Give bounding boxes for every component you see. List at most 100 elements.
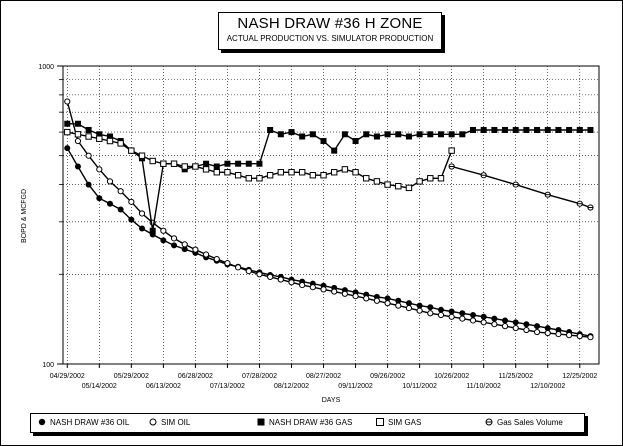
data-point — [160, 227, 167, 234]
legend-item-gas: NASH DRAW #36 GAS — [256, 417, 352, 427]
data-point — [534, 126, 541, 133]
data-point — [427, 304, 434, 311]
legend-label-gas-sales: Gas Sales Volume — [497, 417, 563, 427]
data-point — [427, 131, 434, 138]
data-point — [74, 163, 81, 170]
data-point — [160, 237, 167, 244]
data-point — [96, 131, 103, 138]
data-point — [128, 216, 135, 223]
data-point — [235, 160, 242, 167]
data-point — [138, 210, 146, 217]
x-tick-label: 07/13/2002 — [210, 383, 245, 390]
data-point — [170, 235, 178, 242]
data-point — [299, 133, 306, 140]
data-point — [85, 126, 92, 133]
data-point — [160, 160, 167, 167]
data-point — [470, 312, 477, 319]
data-point — [534, 323, 541, 330]
data-point — [459, 315, 466, 322]
legend-item-sim-gas: SIM GAS — [375, 417, 421, 427]
y-tick-label: 100 — [42, 362, 54, 369]
data-point — [288, 169, 295, 176]
legend-item-oil: NASH DRAW #36 OIL — [37, 417, 129, 427]
data-point — [85, 133, 92, 140]
data-point — [309, 284, 316, 291]
data-point — [512, 324, 519, 332]
x-tick-label: 10/26/2002 — [434, 373, 469, 380]
data-point — [181, 241, 188, 248]
data-point — [267, 273, 274, 281]
data-point — [523, 126, 530, 133]
circled-cross-marker-icon — [485, 418, 493, 426]
data-point — [138, 152, 146, 159]
data-point — [491, 321, 498, 328]
data-point — [64, 128, 71, 136]
data-point — [395, 131, 402, 138]
legend-item-gas-sales: Gas Sales Volume — [484, 417, 563, 427]
data-point — [405, 184, 413, 192]
data-point — [587, 126, 594, 133]
data-point — [502, 126, 509, 133]
x-tick-label: 11/25/2002 — [498, 373, 533, 380]
data-point — [352, 169, 359, 176]
data-point — [555, 126, 562, 133]
data-point — [171, 242, 178, 249]
data-point — [363, 295, 370, 302]
data-point — [277, 131, 284, 138]
data-point — [298, 169, 306, 176]
data-point — [224, 160, 231, 167]
data-point — [149, 157, 156, 165]
data-point — [181, 246, 188, 253]
data-point — [437, 175, 445, 182]
data-point — [363, 131, 370, 138]
data-point — [96, 166, 103, 173]
chart-subtitle: ACTUAL PRODUCTION VS. SIMULATOR PRODUCTI… — [226, 34, 434, 43]
chart-title: NASH DRAW #36 H ZONE — [237, 15, 423, 32]
data-point — [544, 325, 551, 332]
data-point — [192, 163, 199, 170]
data-point — [106, 137, 114, 145]
data-point — [373, 133, 380, 140]
x-tick-label: 10/11/2002 — [402, 383, 437, 390]
data-point — [373, 178, 381, 185]
data-point — [512, 126, 519, 133]
data-point — [448, 308, 455, 315]
data-point — [170, 160, 178, 167]
data-point — [469, 317, 477, 324]
data-point — [106, 178, 114, 185]
data-point — [245, 160, 252, 167]
data-point — [384, 295, 391, 302]
x-axis-label: DAYS — [322, 397, 341, 404]
data-point — [523, 321, 530, 328]
data-point — [202, 166, 210, 173]
data-point — [491, 126, 498, 133]
data-point — [202, 251, 210, 258]
data-point — [480, 313, 487, 320]
data-point — [341, 290, 348, 297]
data-point — [480, 126, 487, 133]
x-tick-label: 04/29/2002 — [50, 373, 85, 380]
data-point — [459, 310, 466, 317]
data-point — [64, 145, 71, 152]
data-point — [395, 183, 402, 190]
data-point — [384, 181, 391, 188]
data-point — [213, 169, 220, 176]
data-point — [576, 126, 583, 133]
data-point — [245, 175, 252, 182]
data-point — [288, 129, 295, 136]
data-point — [299, 281, 306, 289]
data-point — [192, 246, 199, 253]
open-circle-marker-icon — [149, 418, 157, 426]
y-tick-label: 1000 — [38, 64, 54, 71]
data-point — [235, 264, 242, 271]
filled-circle-marker-icon — [38, 418, 46, 426]
data-point — [213, 163, 220, 170]
data-point — [256, 175, 263, 182]
data-point — [566, 332, 573, 339]
data-point — [587, 334, 594, 341]
data-point — [448, 147, 455, 154]
data-point — [566, 126, 573, 133]
data-point — [395, 297, 402, 304]
data-point — [544, 329, 551, 337]
data-point — [373, 297, 381, 304]
